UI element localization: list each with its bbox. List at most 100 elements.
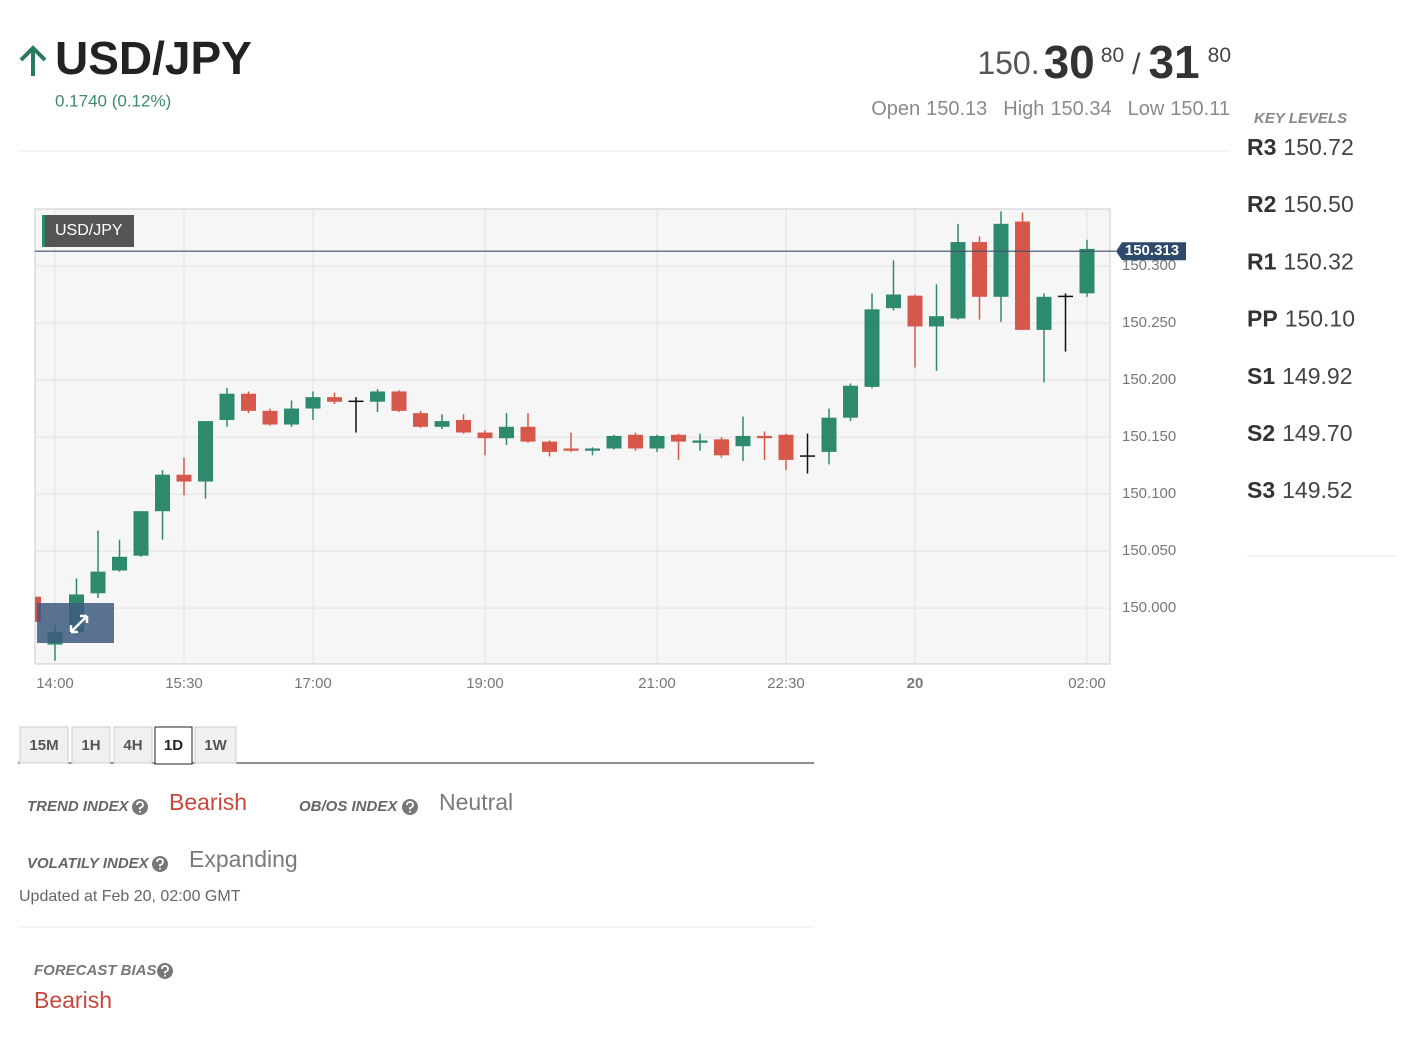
index-value: Neutral bbox=[439, 789, 513, 815]
timeframe-label[interactable]: 4H bbox=[123, 737, 142, 754]
y-tick-label: 150.250 bbox=[1122, 314, 1176, 331]
updated: Updated at Feb 20, 02:00 GMT bbox=[19, 888, 241, 905]
candle-body bbox=[886, 294, 901, 309]
level-value: 149.92 bbox=[1282, 363, 1352, 389]
last-price-label: 150.313 bbox=[1125, 242, 1179, 259]
candle-body bbox=[929, 316, 944, 327]
key-level: S2 149.70 bbox=[1247, 420, 1353, 446]
bid-big: 30 bbox=[1044, 36, 1095, 88]
candle-body bbox=[284, 408, 299, 425]
level-label: S3 bbox=[1247, 477, 1275, 503]
level-label: PP bbox=[1247, 306, 1278, 332]
key-level: R3 150.72 bbox=[1247, 134, 1354, 160]
timeframe-tab[interactable] bbox=[113, 726, 153, 764]
stat-value: 150.13 bbox=[926, 98, 987, 120]
level-value: 150.50 bbox=[1283, 191, 1353, 217]
help-icon[interactable] bbox=[132, 799, 148, 815]
candle-body bbox=[843, 385, 858, 418]
key-level: R2 150.50 bbox=[1247, 191, 1354, 217]
candle-body bbox=[90, 571, 106, 594]
candle-body bbox=[950, 242, 966, 319]
candle-body bbox=[907, 295, 923, 327]
candle-body bbox=[972, 242, 987, 297]
candle-body bbox=[628, 434, 643, 449]
bid-small: 80 bbox=[1101, 44, 1124, 67]
x-tick-label: 20 bbox=[907, 675, 924, 692]
timeframe-label[interactable]: 1W bbox=[204, 737, 227, 754]
candle-body bbox=[671, 434, 686, 442]
timeframe-label[interactable]: 1H bbox=[81, 737, 100, 754]
key-levels-title: KEY LEVELS bbox=[1254, 110, 1347, 127]
index-label: VOLATILY INDEX bbox=[27, 855, 150, 872]
help-icon[interactable] bbox=[152, 856, 168, 872]
x-tick-label: 15:30 bbox=[165, 675, 203, 692]
stat-label: High bbox=[1003, 98, 1044, 120]
y-tick-label: 150.000 bbox=[1122, 599, 1176, 616]
timeframe-label[interactable]: 15M bbox=[29, 737, 58, 754]
candle-body bbox=[477, 432, 493, 439]
candle-body bbox=[993, 223, 1009, 297]
candle-body bbox=[542, 441, 557, 452]
help-icon[interactable] bbox=[402, 799, 418, 815]
change: 0.1740 (0.12%) bbox=[55, 91, 171, 110]
timeframe-tab[interactable] bbox=[71, 726, 111, 764]
level-value: 150.10 bbox=[1285, 306, 1355, 332]
symbol: USD/JPY bbox=[55, 32, 252, 84]
stat-value: 150.11 bbox=[1170, 98, 1230, 120]
separator: / bbox=[1132, 48, 1141, 81]
level-label: S2 bbox=[1247, 420, 1275, 446]
chart-tag-stripe bbox=[42, 215, 45, 247]
forecast-label: FORECAST BIAS bbox=[34, 962, 157, 979]
candle-body bbox=[219, 393, 235, 420]
candle-body bbox=[800, 455, 815, 457]
x-tick-label: 02:00 bbox=[1068, 675, 1106, 692]
timeframe-tab[interactable] bbox=[194, 726, 237, 764]
timeframe-tab[interactable] bbox=[154, 726, 193, 765]
last-price-marker bbox=[1116, 242, 1186, 261]
expand-button[interactable] bbox=[37, 603, 114, 643]
candle-body bbox=[198, 421, 213, 482]
candle-body bbox=[1036, 296, 1052, 330]
candle-body bbox=[413, 413, 428, 427]
candle-body bbox=[305, 397, 321, 409]
level-value: 149.70 bbox=[1282, 420, 1352, 446]
index-value: Expanding bbox=[189, 846, 298, 872]
key-level: PP 150.10 bbox=[1247, 306, 1355, 332]
candle-body bbox=[176, 474, 192, 482]
timeframe-tab[interactable] bbox=[19, 726, 69, 764]
timeframe-label[interactable]: 1D bbox=[164, 737, 183, 754]
candle-body bbox=[456, 419, 471, 433]
index-label: TREND INDEX bbox=[27, 798, 130, 815]
x-tick-label: 17:00 bbox=[294, 675, 332, 692]
index-label: OB/OS INDEX bbox=[299, 798, 398, 815]
help-icon[interactable] bbox=[157, 963, 173, 979]
candle-body bbox=[864, 309, 880, 387]
key-level: S3 149.52 bbox=[1247, 477, 1353, 503]
stat-label: Open bbox=[871, 98, 920, 120]
stat-label: Low bbox=[1128, 98, 1165, 120]
x-tick-label: 14:00 bbox=[36, 675, 74, 692]
help-glyph bbox=[136, 801, 144, 813]
level-label: R1 bbox=[1247, 248, 1277, 274]
candle-body bbox=[1079, 248, 1095, 294]
level-value: 149.52 bbox=[1282, 477, 1352, 503]
bid-prefix: 150. bbox=[977, 45, 1039, 81]
forecast-value: Bearish bbox=[34, 987, 112, 1013]
y-tick-label: 150.150 bbox=[1122, 428, 1176, 445]
candle-body bbox=[606, 435, 622, 449]
candle-body bbox=[262, 410, 278, 425]
price: 150.30 80 /31 80 bbox=[977, 36, 1231, 88]
ask-big: 31 bbox=[1148, 36, 1199, 88]
candle-body bbox=[327, 397, 342, 402]
y-tick-label: 150.100 bbox=[1122, 485, 1176, 502]
candle-body bbox=[499, 426, 514, 439]
index-value: Bearish bbox=[169, 789, 247, 815]
plot-area bbox=[34, 208, 1111, 665]
key-level: S1 149.92 bbox=[1247, 363, 1353, 389]
candle-body bbox=[1015, 221, 1030, 330]
level-label: R2 bbox=[1247, 191, 1276, 217]
chart-tag-label: USD/JPY bbox=[55, 222, 123, 239]
level-label: S1 bbox=[1247, 363, 1275, 389]
up-arrow bbox=[19, 45, 47, 76]
x-tick-label: 19:00 bbox=[466, 675, 504, 692]
